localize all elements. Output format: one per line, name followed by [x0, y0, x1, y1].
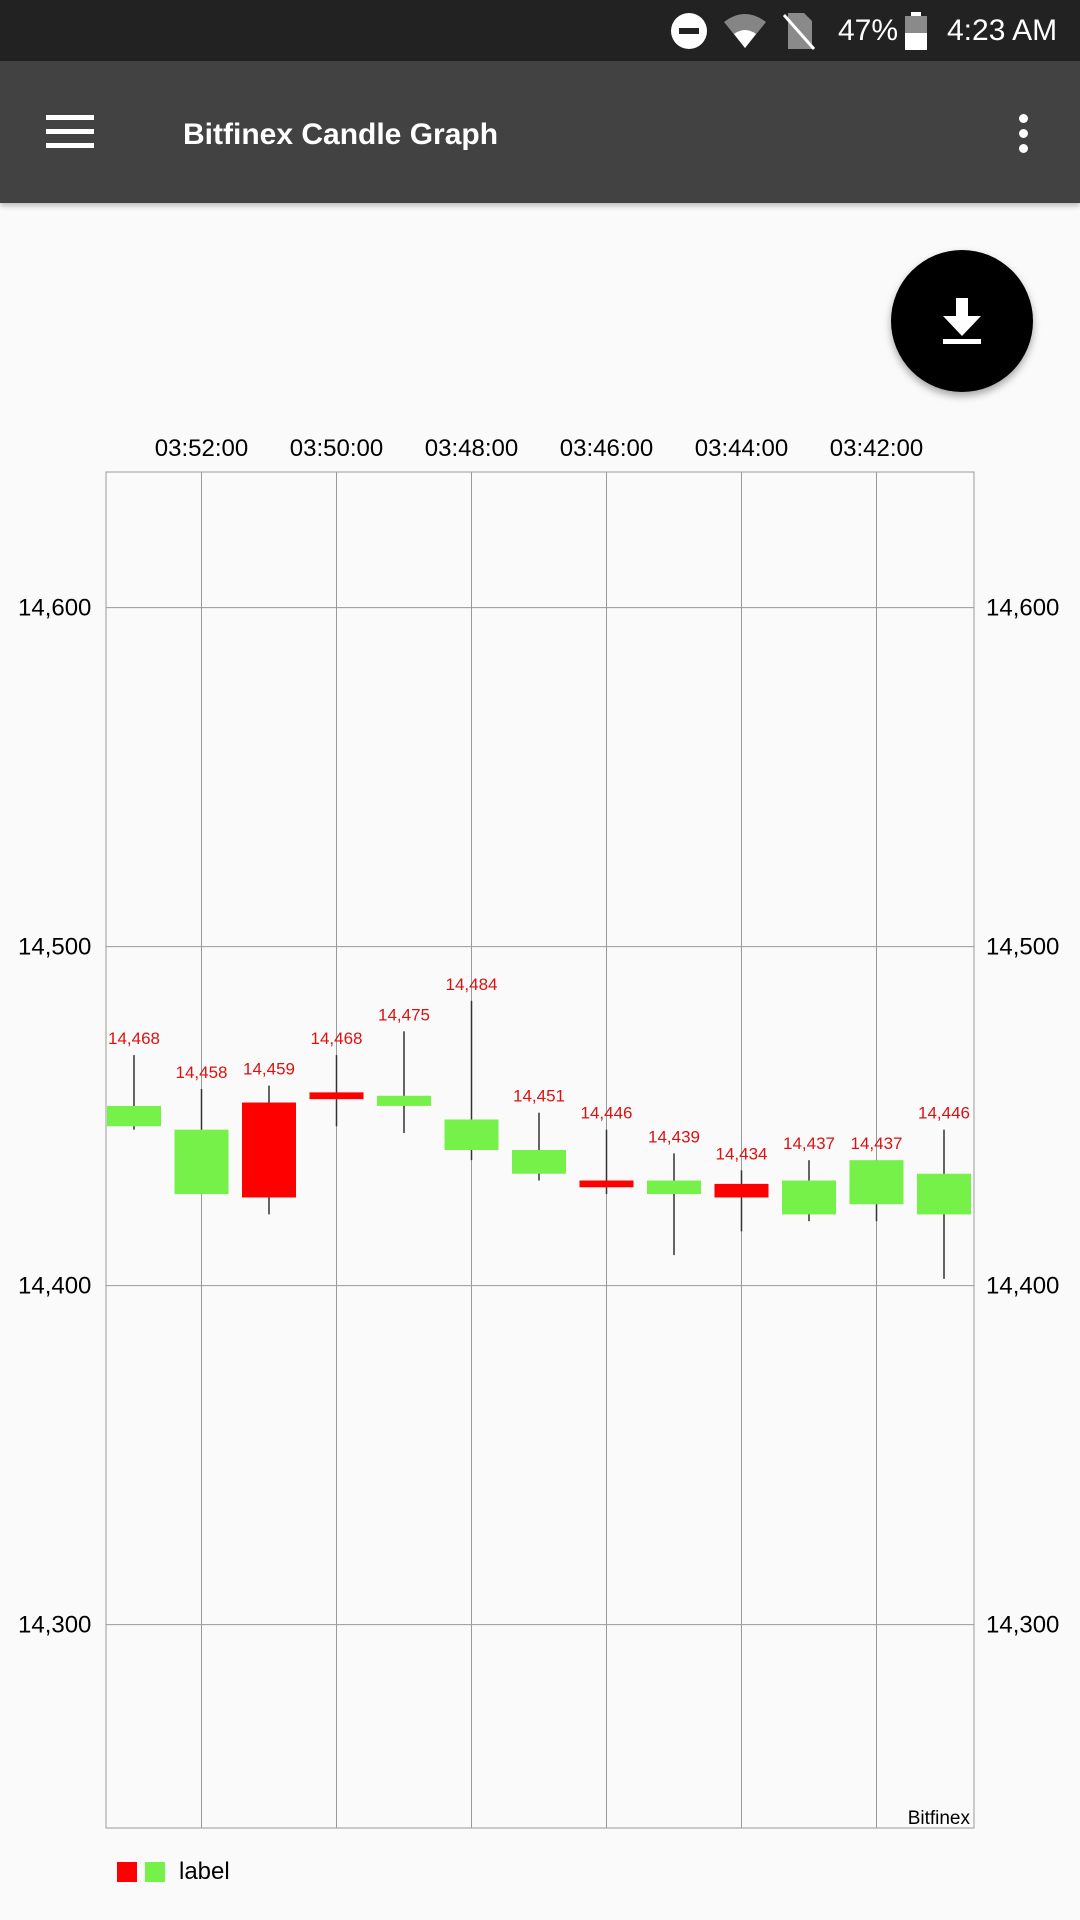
candle-value-label: 14,484 — [446, 975, 498, 994]
download-button[interactable] — [891, 250, 1033, 392]
candle-body — [714, 1183, 769, 1198]
status-bar: 47% 4:23 AM — [0, 0, 1080, 61]
y-tick-label-left: 14,300 — [18, 1612, 91, 1639]
candle-body — [107, 1105, 161, 1127]
wifi-icon — [722, 0, 768, 61]
x-tick-label: 03:42:00 — [830, 435, 923, 462]
app-title: Bitfinex Candle Graph — [183, 118, 499, 151]
hamburger-menu-icon[interactable] — [36, 105, 106, 161]
do-not-disturb-icon — [670, 0, 708, 61]
y-tick-label-right: 14,500 — [986, 934, 1059, 961]
status-time: 4:23 AM — [947, 14, 1058, 47]
x-tick-label: 03:52:00 — [155, 435, 248, 462]
candle-body — [242, 1102, 296, 1198]
candle-value-label: 14,459 — [243, 1060, 295, 1079]
legend-swatch-decreasing — [117, 1862, 137, 1882]
candle-value-labels: 14,468 14,458 14,459 14,468 14,475 14,484 14,4… — [108, 975, 970, 1163]
app-bar: Bitfinex Candle Graph — [0, 61, 1080, 203]
y-tick-label-left: 14,600 — [18, 595, 91, 622]
candle-value-label: 14,451 — [513, 1087, 565, 1106]
candles — [107, 1000, 971, 1279]
x-tick-label: 03:44:00 — [695, 435, 788, 462]
no-sim-icon — [782, 0, 816, 61]
candle-body — [782, 1180, 836, 1215]
chart-border — [105, 471, 975, 1829]
candle-value-label: 14,437 — [851, 1134, 903, 1153]
candle-body — [377, 1095, 431, 1106]
candle-value-label: 14,434 — [716, 1144, 768, 1163]
candle-value-label: 14,468 — [108, 1029, 160, 1048]
candle-body — [174, 1129, 229, 1195]
battery-percentage: 47% — [838, 14, 899, 47]
chart-legend: label — [117, 1852, 230, 1892]
battery-icon — [903, 0, 929, 61]
candle-body — [444, 1119, 499, 1150]
candle-body — [309, 1092, 364, 1100]
legend-swatch-increasing — [145, 1862, 165, 1882]
y-tick-label-right: 14,600 — [986, 595, 1059, 622]
y-tick-label-right: 14,400 — [986, 1273, 1059, 1300]
y-axis-right-labels: 14,300 14,400 14,500 14,600 — [986, 595, 1059, 1639]
y-tick-label-left: 14,400 — [18, 1273, 91, 1300]
x-tick-label: 03:48:00 — [425, 435, 518, 462]
candle-value-label: 14,446 — [918, 1104, 970, 1123]
candle-body — [849, 1160, 904, 1205]
candle-body — [512, 1150, 566, 1174]
x-tick-label: 03:46:00 — [560, 435, 653, 462]
chart-description: Bitfinex — [908, 1808, 971, 1829]
legend-label: label — [179, 1858, 230, 1885]
y-tick-label-right: 14,300 — [986, 1612, 1059, 1639]
y-axis-left-labels: 14,300 14,400 14,500 14,600 — [18, 595, 91, 1639]
y-tick-label-left: 14,500 — [18, 934, 91, 961]
candle-value-label: 14,458 — [176, 1063, 228, 1082]
candle-value-label: 14,437 — [783, 1134, 835, 1153]
download-icon — [943, 298, 981, 344]
x-tick-label: 03:50:00 — [290, 435, 383, 462]
candle-body — [579, 1180, 634, 1188]
x-axis-labels: 03:52:00 03:50:00 03:48:00 03:46:00 03:44:00… — [155, 435, 923, 462]
candle-value-label: 14,468 — [311, 1029, 363, 1048]
candle-value-label: 14,439 — [648, 1127, 700, 1146]
candle-value-label: 14,446 — [581, 1104, 633, 1123]
candle-value-label: 14,475 — [378, 1005, 430, 1024]
more-vert-icon[interactable] — [1004, 103, 1044, 163]
candle-body — [917, 1173, 971, 1215]
candle-body — [647, 1180, 701, 1195]
